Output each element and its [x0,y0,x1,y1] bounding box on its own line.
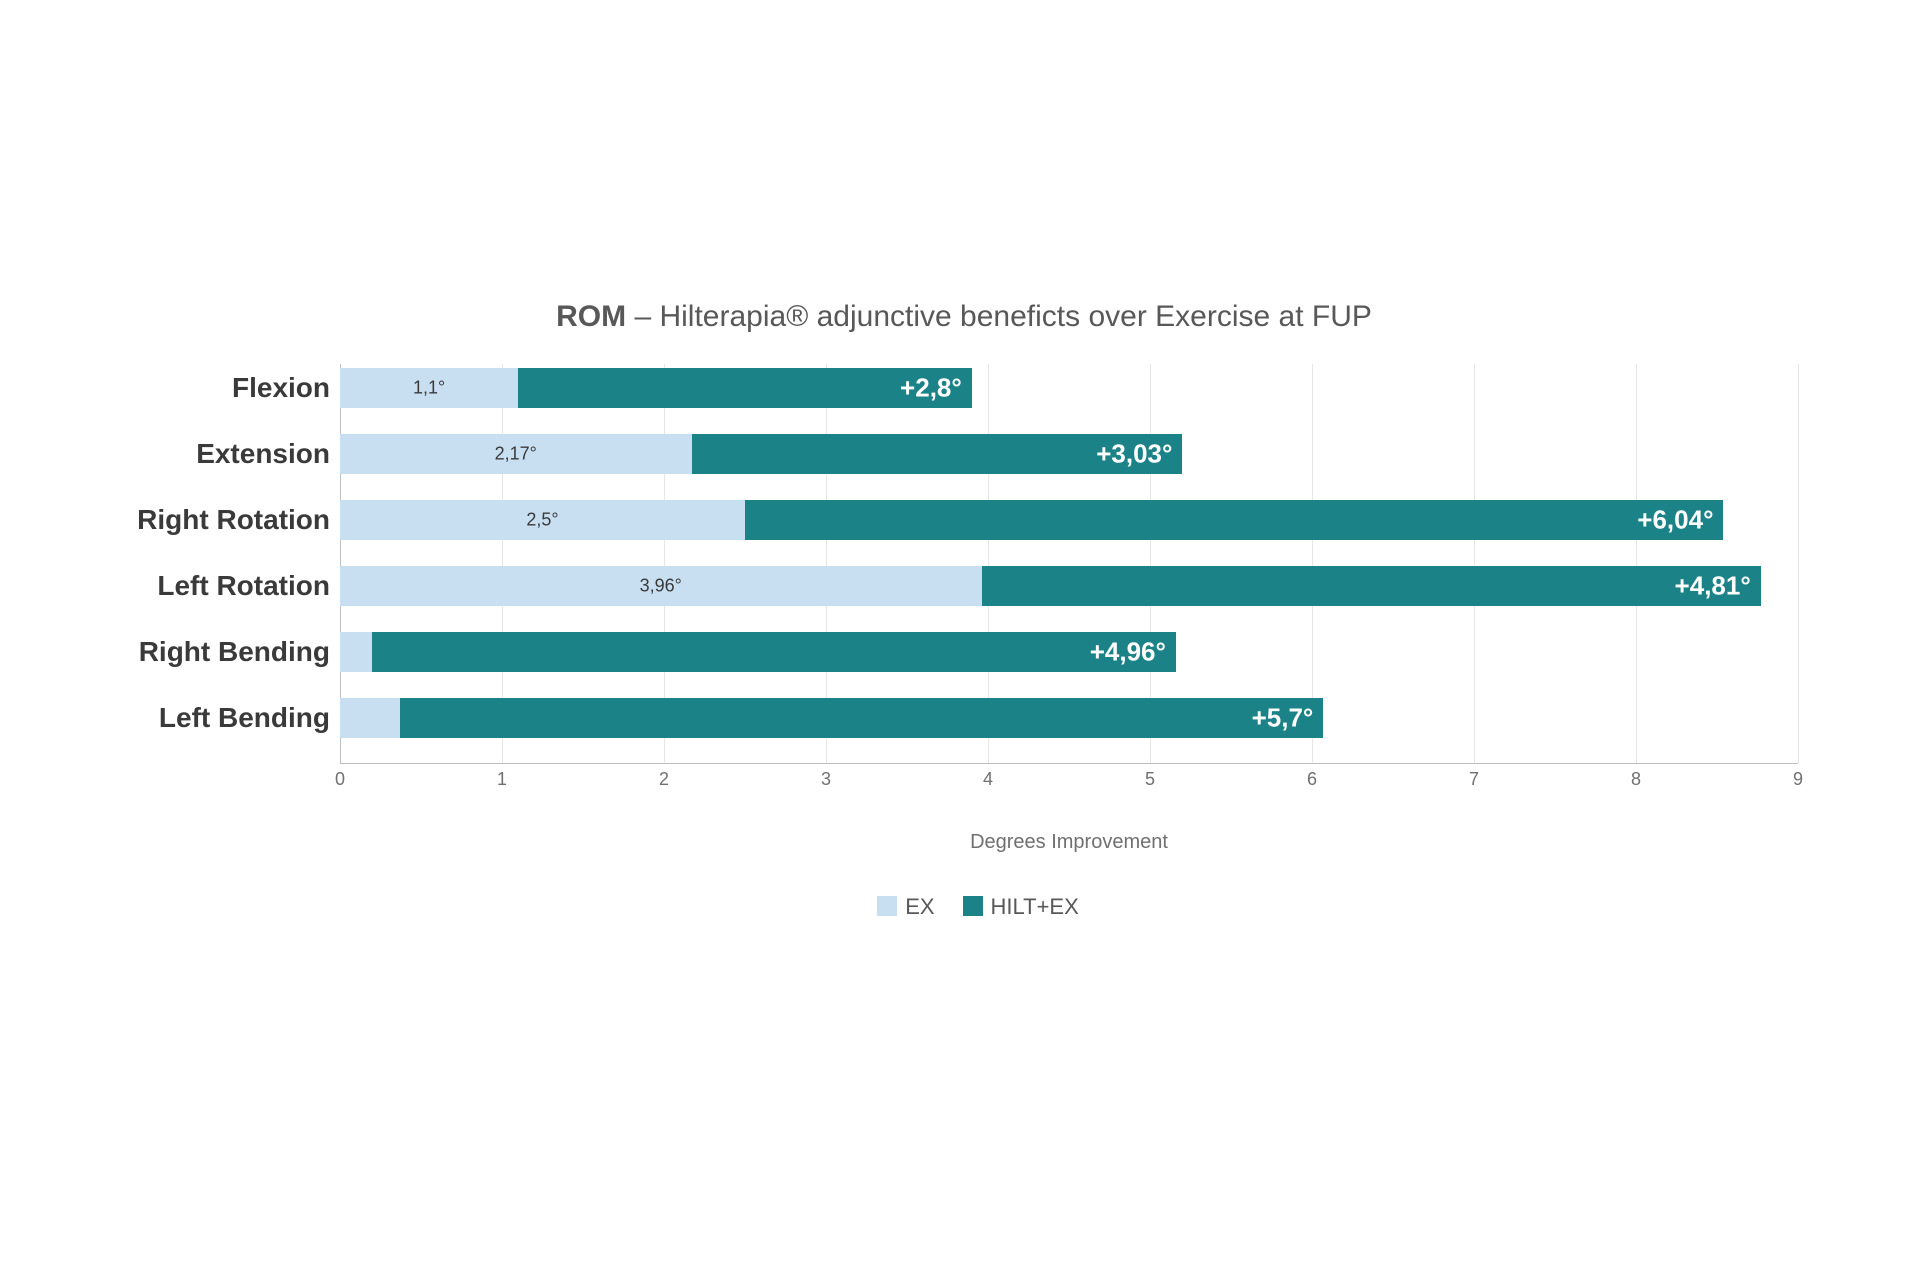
x-tick-label: 4 [983,763,993,790]
bar-ex: 1,1° [340,368,518,408]
bar-hilt: +4,96° [372,632,1176,672]
bar-hilt-value: +4,81° [1675,571,1751,602]
bar-hilt: +2,8° [518,368,972,408]
bar-ex: 3,96° [340,566,982,606]
bar-hilt: +3,03° [692,434,1183,474]
bar-hilt-value: +4,96° [1090,637,1166,668]
bar-row: Right Bending0,2°+4,96° [340,632,1798,672]
bar-hilt: +4,81° [982,566,1761,606]
bar-row: Left Bending0,37°+5,7° [340,698,1798,738]
canvas: ROM – Hilterapia® adjunctive beneficts o… [0,0,1928,1268]
category-label: Right Bending [100,632,330,672]
bar-ex-value: 3,96° [340,576,982,597]
bar-hilt-value: +3,03° [1096,439,1172,470]
bar-ex: 2,17° [340,434,692,474]
x-tick-label: 7 [1469,763,1479,790]
category-label: Left Rotation [100,566,330,606]
bar-ex: 0,2° [340,632,372,672]
x-tick-label: 8 [1631,763,1641,790]
bar-hilt-value: +5,7° [1252,703,1314,734]
category-label: Extension [100,434,330,474]
rom-chart: ROM – Hilterapia® adjunctive beneficts o… [100,300,1828,920]
bar-hilt-value: +2,8° [900,373,962,404]
category-label: Left Bending [100,698,330,738]
bar-row: Right Rotation2,5°+6,04° [340,500,1798,540]
legend-label: EX [905,894,934,919]
x-axis-title: Degrees Improvement [340,831,1798,854]
bar-ex: 0,37° [340,698,400,738]
x-tick-label: 0 [335,763,345,790]
x-tick-label: 1 [497,763,507,790]
x-tick-label: 9 [1793,763,1803,790]
bar-row: Flexion1,1°+2,8° [340,368,1798,408]
x-tick-label: 3 [821,763,831,790]
bar-row: Left Rotation3,96°+4,81° [340,566,1798,606]
bar-ex: 2,5° [340,500,745,540]
bar-hilt-value: +6,04° [1637,505,1713,536]
legend-swatch [877,896,897,916]
chart-title-rest: – Hilterapia® adjunctive beneficts over … [626,300,1372,333]
bar-hilt: +5,7° [400,698,1323,738]
x-tick-label: 6 [1307,763,1317,790]
x-tick-label: 5 [1145,763,1155,790]
chart-title-bold: ROM [556,300,626,333]
bar-hilt: +6,04° [745,500,1723,540]
plot-area: 0123456789Flexion1,1°+2,8°Extension2,17°… [340,364,1798,764]
category-label: Right Rotation [100,500,330,540]
legend-swatch [963,896,983,916]
bar-ex-value: 2,17° [340,444,692,465]
x-tick-label: 2 [659,763,669,790]
legend-label: HILT+EX [991,894,1079,919]
bar-row: Extension2,17°+3,03° [340,434,1798,474]
legend: EX HILT+EX [100,894,1828,920]
bar-ex-value: 2,5° [340,510,745,531]
bar-ex-value: 1,1° [340,378,518,399]
grid-line [1798,364,1799,763]
chart-title: ROM – Hilterapia® adjunctive beneficts o… [100,300,1828,334]
category-label: Flexion [100,368,330,408]
chart-area: 0 1 2 3 4 5 6 7 8 9 Flexion 1,1° +2,8° Extension 2,17°… [100,364,1828,804]
